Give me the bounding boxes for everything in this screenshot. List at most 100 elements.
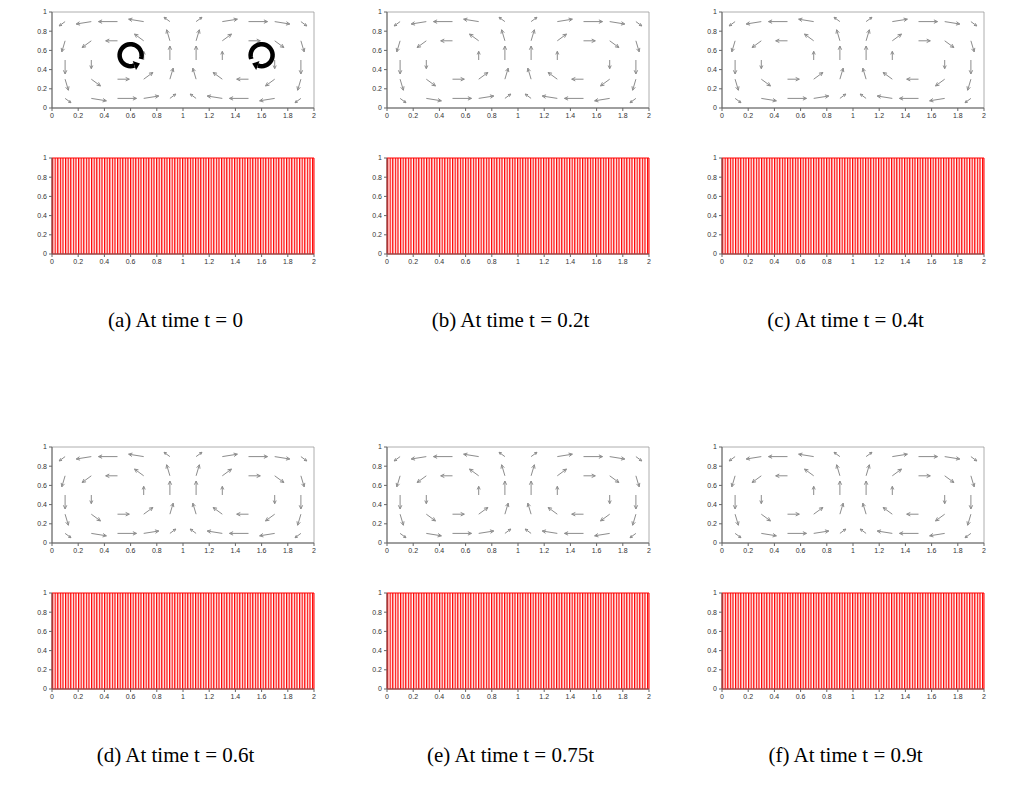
svg-text:1.4: 1.4 (565, 547, 575, 554)
svg-text:1: 1 (378, 443, 382, 450)
svg-text:1.6: 1.6 (926, 112, 936, 119)
svg-text:0.8: 0.8 (486, 693, 496, 700)
svg-text:0: 0 (378, 104, 382, 111)
svg-text:0.6: 0.6 (125, 547, 135, 554)
svg-text:0: 0 (50, 112, 54, 119)
svg-text:0.4: 0.4 (769, 547, 779, 554)
svg-text:0.8: 0.8 (372, 28, 382, 35)
svg-text:1.2: 1.2 (539, 258, 549, 265)
svg-text:0: 0 (378, 539, 382, 546)
svg-text:1.2: 1.2 (539, 547, 549, 554)
svg-text:0.4: 0.4 (372, 647, 382, 654)
svg-text:0.2: 0.2 (408, 258, 418, 265)
svg-text:2: 2 (312, 112, 316, 119)
svg-text:1.2: 1.2 (874, 112, 884, 119)
svg-text:0.2: 0.2 (73, 547, 83, 554)
svg-text:0.4: 0.4 (434, 258, 444, 265)
svg-text:0.4: 0.4 (434, 112, 444, 119)
svg-text:1.4: 1.4 (230, 547, 240, 554)
svg-text:0.6: 0.6 (795, 547, 805, 554)
svg-text:0.8: 0.8 (486, 258, 496, 265)
svg-text:1.6: 1.6 (256, 258, 266, 265)
svg-text:0.4: 0.4 (707, 66, 717, 73)
svg-text:0.2: 0.2 (73, 258, 83, 265)
svg-text:0.4: 0.4 (99, 693, 109, 700)
svg-text:1: 1 (713, 8, 717, 15)
svg-text:0.2: 0.2 (707, 666, 717, 673)
svg-text:2: 2 (982, 693, 986, 700)
svg-text:0.4: 0.4 (99, 547, 109, 554)
svg-text:0.2: 0.2 (408, 112, 418, 119)
svg-text:1.6: 1.6 (256, 693, 266, 700)
svg-text:2: 2 (647, 693, 651, 700)
svg-text:1: 1 (181, 258, 185, 265)
svg-text:2: 2 (982, 112, 986, 119)
svg-text:0.8: 0.8 (37, 609, 47, 616)
svg-text:1.6: 1.6 (926, 693, 936, 700)
svg-text:0.2: 0.2 (37, 666, 47, 673)
svg-text:0.2: 0.2 (743, 112, 753, 119)
svg-text:1.8: 1.8 (952, 693, 962, 700)
svg-text:0.2: 0.2 (743, 693, 753, 700)
svg-text:0.8: 0.8 (151, 693, 161, 700)
svg-text:1.8: 1.8 (282, 112, 292, 119)
svg-text:0.6: 0.6 (795, 693, 805, 700)
svg-text:0.6: 0.6 (460, 693, 470, 700)
svg-text:1.2: 1.2 (204, 258, 214, 265)
svg-text:0.4: 0.4 (434, 693, 444, 700)
svg-text:0.8: 0.8 (372, 174, 382, 181)
svg-text:1: 1 (851, 547, 855, 554)
svg-text:1.4: 1.4 (565, 693, 575, 700)
svg-text:0.4: 0.4 (37, 647, 47, 654)
svg-text:0.6: 0.6 (372, 47, 382, 54)
svg-text:1.6: 1.6 (926, 547, 936, 554)
svg-text:1.6: 1.6 (591, 112, 601, 119)
svg-text:1.6: 1.6 (591, 258, 601, 265)
svg-text:0.8: 0.8 (821, 112, 831, 119)
svg-text:0.6: 0.6 (795, 112, 805, 119)
svg-text:0.4: 0.4 (37, 212, 47, 219)
svg-text:0.6: 0.6 (460, 112, 470, 119)
svg-text:1.2: 1.2 (874, 693, 884, 700)
svg-text:1.4: 1.4 (900, 258, 910, 265)
svg-text:2: 2 (647, 112, 651, 119)
svg-text:1.4: 1.4 (565, 112, 575, 119)
svg-text:0.4: 0.4 (434, 547, 444, 554)
svg-text:1: 1 (378, 8, 382, 15)
svg-text:1.6: 1.6 (256, 547, 266, 554)
svg-text:1.8: 1.8 (952, 547, 962, 554)
svg-text:0: 0 (50, 693, 54, 700)
svg-text:2: 2 (312, 547, 316, 554)
svg-text:0: 0 (50, 258, 54, 265)
svg-text:0.2: 0.2 (707, 85, 717, 92)
svg-text:0: 0 (720, 693, 724, 700)
svg-text:0.2: 0.2 (707, 231, 717, 238)
svg-text:0: 0 (385, 258, 389, 265)
svg-text:1.2: 1.2 (874, 547, 884, 554)
svg-text:0: 0 (385, 693, 389, 700)
svg-text:0.8: 0.8 (372, 463, 382, 470)
svg-text:0.6: 0.6 (372, 628, 382, 635)
svg-text:0.8: 0.8 (707, 174, 717, 181)
svg-text:0.8: 0.8 (821, 547, 831, 554)
svg-text:1: 1 (851, 258, 855, 265)
svg-text:0: 0 (713, 104, 717, 111)
svg-text:1.8: 1.8 (617, 693, 627, 700)
svg-text:0.8: 0.8 (37, 28, 47, 35)
svg-text:1.4: 1.4 (230, 693, 240, 700)
svg-text:1.2: 1.2 (204, 693, 214, 700)
svg-text:1.4: 1.4 (900, 547, 910, 554)
svg-text:0.2: 0.2 (372, 85, 382, 92)
svg-text:1: 1 (851, 112, 855, 119)
svg-text:1: 1 (516, 112, 520, 119)
svg-text:0.6: 0.6 (707, 628, 717, 635)
svg-text:0.6: 0.6 (125, 693, 135, 700)
svg-text:0.2: 0.2 (707, 520, 717, 527)
svg-text:1.8: 1.8 (282, 258, 292, 265)
svg-text:1: 1 (181, 547, 185, 554)
svg-text:0.8: 0.8 (151, 258, 161, 265)
svg-text:0.6: 0.6 (37, 193, 47, 200)
svg-text:0.8: 0.8 (151, 112, 161, 119)
svg-text:0.4: 0.4 (769, 693, 779, 700)
svg-text:1: 1 (43, 8, 47, 15)
